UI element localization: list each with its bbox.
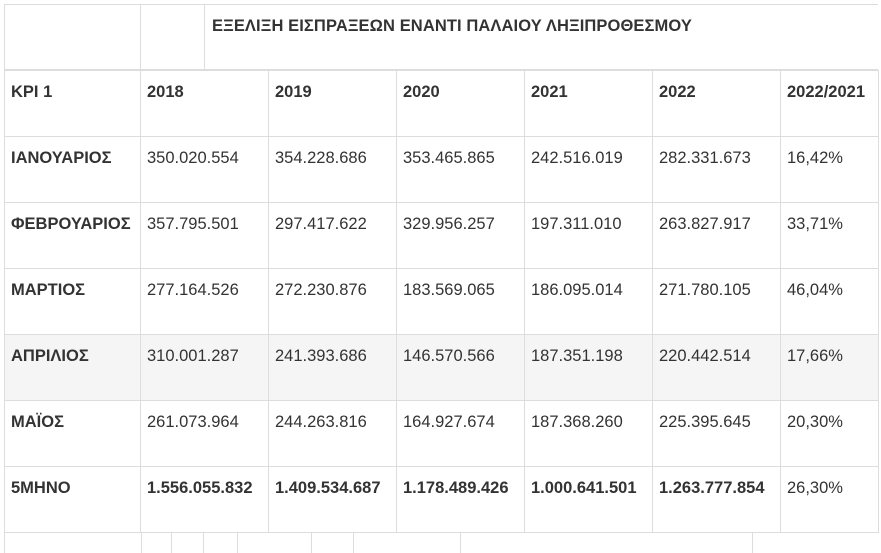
table-row: ΑΠΡΙΛΙΟΣ 310.001.287 241.393.686 146.570… <box>4 334 879 401</box>
table-cell: 187.351.198 <box>524 334 653 401</box>
header-cell-2022: 2022 <box>652 70 781 137</box>
title-spacer-cell <box>5 5 141 70</box>
partial-bottom-row <box>4 533 878 553</box>
table-cell: 197.311.010 <box>524 202 653 269</box>
table-cell: 354.228.686 <box>268 136 397 203</box>
header-cell-2018: 2018 <box>140 70 269 137</box>
collections-table: KPI 1 2018 2019 2020 2021 2022 2022/2021… <box>4 70 879 533</box>
table-cell: 225.395.645 <box>652 400 781 467</box>
table-cell: 297.417.622 <box>268 202 397 269</box>
column-divider <box>460 533 461 553</box>
table-cell: 261.073.964 <box>140 400 269 467</box>
total-cell: 1.409.534.687 <box>268 466 397 533</box>
column-divider <box>353 533 354 553</box>
total-cell: 1.000.641.501 <box>524 466 653 533</box>
table-cell: 350.020.554 <box>140 136 269 203</box>
table-cell: 282.331.673 <box>652 136 781 203</box>
header-cell-2020: 2020 <box>396 70 525 137</box>
table-cell: 26,30% <box>780 466 879 533</box>
table-cell: 310.001.287 <box>140 334 269 401</box>
table-cell: 146.570.566 <box>396 334 525 401</box>
row-label: ΙΑΝΟΥΑΡΙΟΣ <box>4 136 141 203</box>
column-divider <box>141 533 142 553</box>
table-cell: 244.263.816 <box>268 400 397 467</box>
table-cell: 242.516.019 <box>524 136 653 203</box>
table-cell: 263.827.917 <box>652 202 781 269</box>
row-label: 5ΜΗΝΟ <box>4 466 141 533</box>
table-cell: 187.368.260 <box>524 400 653 467</box>
row-label: ΜΑΡΤΙΟΣ <box>4 268 141 335</box>
table-cell: 357.795.501 <box>140 202 269 269</box>
table-cell: 46,04% <box>780 268 879 335</box>
table-cell: 17,66% <box>780 334 879 401</box>
column-divider <box>311 533 312 553</box>
table-cell: 272.230.876 <box>268 268 397 335</box>
table-row: ΜΑΡΤΙΟΣ 277.164.526 272.230.876 183.569.… <box>4 268 879 335</box>
table-cell: 183.569.065 <box>396 268 525 335</box>
title-spacer-cell <box>141 5 205 70</box>
column-divider <box>203 533 204 553</box>
table-cell: 277.164.526 <box>140 268 269 335</box>
table-row: ΦΕΒΡΟΥΑΡΙΟΣ 357.795.501 297.417.622 329.… <box>4 202 879 269</box>
table-row: ΜΑΪΟΣ 261.073.964 244.263.816 164.927.67… <box>4 400 879 467</box>
table-cell: 20,30% <box>780 400 879 467</box>
table-cell: 353.465.865 <box>396 136 525 203</box>
total-cell: 1.178.489.426 <box>396 466 525 533</box>
table-cell: 220.442.514 <box>652 334 781 401</box>
table-cell: 164.927.674 <box>396 400 525 467</box>
row-label: ΦΕΒΡΟΥΑΡΙΟΣ <box>4 202 141 269</box>
total-cell: 1.556.055.832 <box>140 466 269 533</box>
table-row: ΙΑΝΟΥΑΡΙΟΣ 350.020.554 354.228.686 353.4… <box>4 136 879 203</box>
column-divider <box>171 533 172 553</box>
column-divider <box>237 533 238 553</box>
header-cell-change: 2022/2021 <box>780 70 879 137</box>
table-cell: 241.393.686 <box>268 334 397 401</box>
header-cell-2021: 2021 <box>524 70 653 137</box>
table-title-row: ΕΞΕΛΙΞΗ ΕΙΣΠΡΑΞΕΩΝ ΕΝΑΝΤΙ ΠΑΛΑΙΟΥ ΛΗΞΙΠΡ… <box>4 4 878 70</box>
header-cell-kpi: KPI 1 <box>4 70 141 137</box>
header-row: KPI 1 2018 2019 2020 2021 2022 2022/2021 <box>4 70 879 137</box>
row-label: ΑΠΡΙΛΙΟΣ <box>4 334 141 401</box>
table-cell: 186.095.014 <box>524 268 653 335</box>
table-cell: 329.956.257 <box>396 202 525 269</box>
table-cell: 271.780.105 <box>652 268 781 335</box>
total-cell: 1.263.777.854 <box>652 466 781 533</box>
row-label: ΜΑΪΟΣ <box>4 400 141 467</box>
table-title: ΕΞΕΛΙΞΗ ΕΙΣΠΡΑΞΕΩΝ ΕΝΑΝΤΙ ΠΑΛΑΙΟΥ ΛΗΞΙΠΡ… <box>212 17 692 35</box>
table-wrapper: ΕΞΕΛΙΞΗ ΕΙΣΠΡΑΞΕΩΝ ΕΝΑΝΤΙ ΠΑΛΑΙΟΥ ΛΗΞΙΠΡ… <box>4 4 879 553</box>
table-cell: 16,42% <box>780 136 879 203</box>
table-cell: 33,71% <box>780 202 879 269</box>
column-divider <box>752 533 753 553</box>
header-cell-2019: 2019 <box>268 70 397 137</box>
total-row: 5ΜΗΝΟ 1.556.055.832 1.409.534.687 1.178.… <box>4 466 879 533</box>
